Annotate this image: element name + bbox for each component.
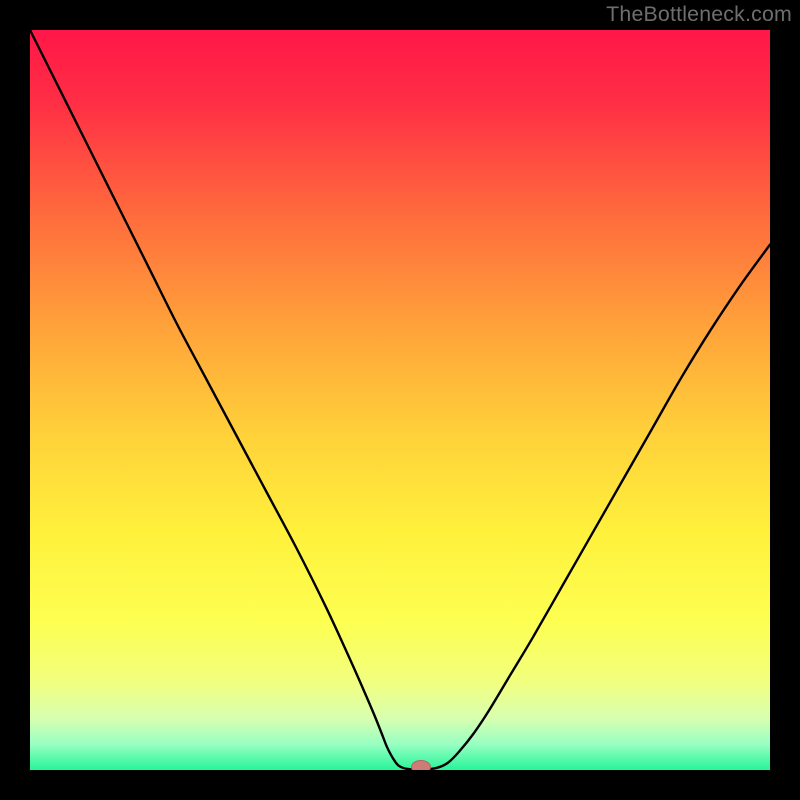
optimal-point-marker xyxy=(411,760,431,770)
chart-frame: TheBottleneck.com xyxy=(0,0,800,800)
plot-area xyxy=(30,30,770,770)
watermark-text: TheBottleneck.com xyxy=(606,2,792,27)
bottleneck-curve xyxy=(30,30,770,770)
